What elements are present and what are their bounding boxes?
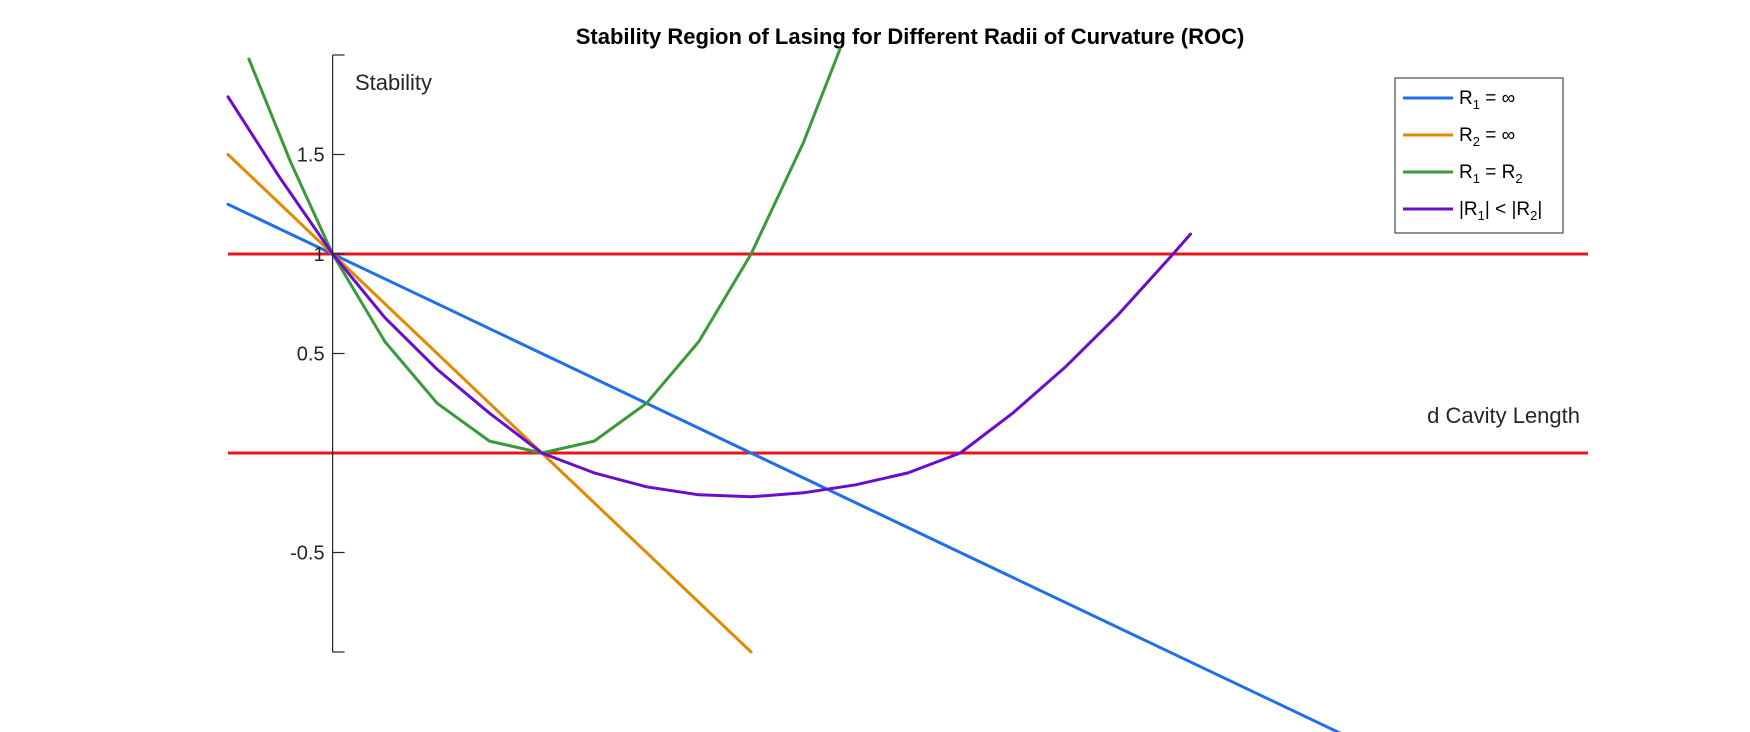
chart-title: Stability Region of Lasing for Different… bbox=[576, 24, 1245, 49]
x-axis-label: d Cavity Length bbox=[1427, 403, 1580, 428]
y-tick-label: 1.5 bbox=[297, 145, 325, 167]
y-axis-label: Stability bbox=[355, 70, 432, 95]
reference-lines bbox=[228, 252, 1588, 455]
legend-item-1: R1 = ∞ bbox=[1403, 88, 1515, 112]
legend-label: R2 = ∞ bbox=[1459, 125, 1515, 149]
y-tick-label: -0.5 bbox=[290, 543, 324, 565]
y-tick-label: 1 bbox=[313, 244, 324, 266]
legend-item-4: |R1| < |R2| bbox=[1403, 199, 1542, 223]
y-ticks: -0.5 0.5 1 1.5 bbox=[290, 145, 345, 565]
legend-box bbox=[1394, 77, 1564, 234]
y-tick-label: 0.5 bbox=[297, 344, 325, 366]
legend-item-3: R1 = R2 bbox=[1403, 162, 1523, 186]
series-line-4 bbox=[226, 95, 1192, 499]
series-line-2 bbox=[226, 153, 753, 654]
series-line-3 bbox=[247, 47, 842, 455]
legend-label: |R1| < |R2| bbox=[1459, 199, 1542, 223]
legend-label: R1 = R2 bbox=[1459, 162, 1523, 186]
series-line-1 bbox=[226, 202, 1342, 732]
legend-label: R1 = ∞ bbox=[1459, 88, 1515, 112]
series-lines bbox=[226, 47, 1342, 732]
legend-item-2: R2 = ∞ bbox=[1403, 125, 1515, 149]
legend: R1 = ∞ R2 = ∞ R1 = R2 |R1| < |R2| bbox=[1394, 77, 1564, 234]
